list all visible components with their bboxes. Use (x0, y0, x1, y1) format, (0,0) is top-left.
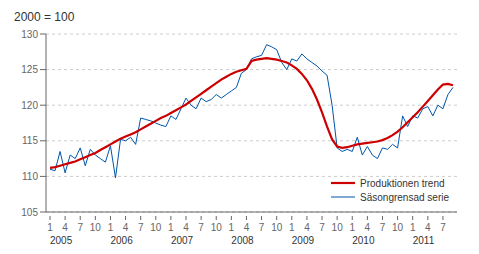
svg-text:2006: 2006 (110, 235, 133, 246)
svg-text:7: 7 (380, 222, 386, 233)
svg-text:4: 4 (244, 222, 250, 233)
svg-text:1: 1 (47, 222, 53, 233)
svg-text:120: 120 (21, 100, 38, 111)
svg-text:2011: 2011 (413, 235, 435, 246)
svg-text:4: 4 (365, 222, 371, 233)
svg-text:130: 130 (21, 29, 38, 40)
svg-text:10: 10 (150, 222, 162, 233)
svg-text:7: 7 (77, 222, 83, 233)
svg-text:125: 125 (21, 64, 38, 75)
svg-text:115: 115 (22, 135, 38, 146)
svg-text:2007: 2007 (171, 235, 194, 246)
svg-text:2009: 2009 (292, 235, 315, 246)
svg-text:10: 10 (90, 222, 102, 233)
svg-text:7: 7 (198, 222, 204, 233)
svg-text:7: 7 (319, 222, 325, 233)
html-text:Produktionen trend: Produktionen trend (360, 177, 445, 189)
svg-text:1: 1 (168, 222, 174, 233)
svg-text:2008: 2008 (231, 235, 254, 246)
svg-text:10: 10 (271, 222, 283, 233)
svg-text:105: 105 (21, 207, 38, 218)
svg-text:1: 1 (108, 222, 114, 233)
svg-text:10: 10 (211, 222, 223, 233)
svg-text:110: 110 (22, 171, 38, 182)
svg-text:2005: 2005 (50, 235, 73, 246)
svg-text:7: 7 (440, 222, 446, 233)
svg-text:7: 7 (138, 222, 144, 233)
svg-text:10: 10 (392, 222, 404, 233)
svg-text:1: 1 (410, 222, 416, 233)
svg-text:1: 1 (229, 222, 235, 233)
svg-text:4: 4 (425, 222, 431, 233)
svg-text:1: 1 (349, 222, 355, 233)
svg-text:4: 4 (183, 222, 189, 233)
html-text:2000 = 100: 2000 = 100 (14, 10, 75, 24)
svg-text:4: 4 (304, 222, 310, 233)
svg-text:4: 4 (62, 222, 68, 233)
svg-text:7: 7 (259, 222, 265, 233)
svg-text:10: 10 (332, 222, 344, 233)
svg-text:4: 4 (123, 222, 129, 233)
html-text:Säsongrensad serie: Säsongrensad serie (360, 191, 449, 203)
svg-text:2010: 2010 (352, 235, 375, 246)
svg-text:1: 1 (289, 222, 295, 233)
